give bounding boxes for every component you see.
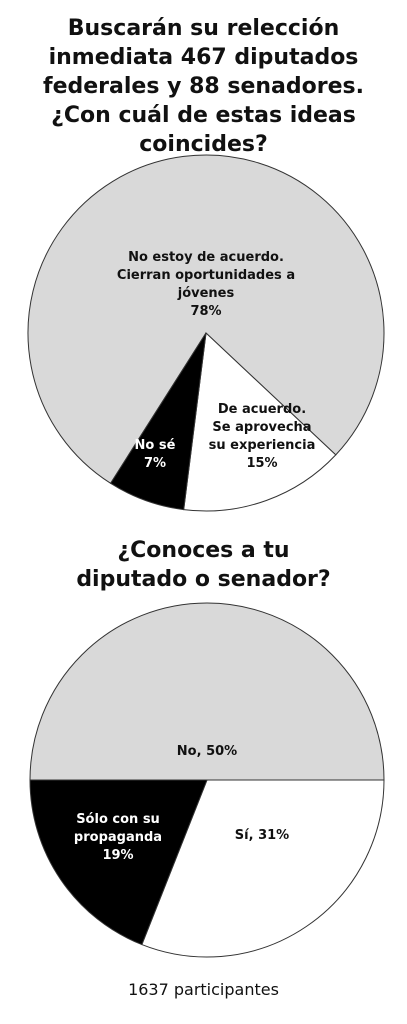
slice-label: Sólo con su propaganda 19%: [63, 811, 173, 865]
pie-slice: [109, 332, 207, 511]
value-label: Sí, 31%: [234, 828, 290, 843]
footer: 1637 participantes: [128, 980, 279, 999]
category-label: De acuerdo. Se aprovecha su experiencia: [208, 402, 316, 453]
slice-label: No estoy de acuerdo. Cierran oportunidad…: [111, 249, 301, 321]
pie-slice: [29, 779, 208, 946]
value-label: Sólo con su propaganda 19%: [73, 812, 163, 863]
pie-slice: [141, 779, 385, 958]
pie-slice: [29, 602, 385, 781]
value-label: 7%: [143, 456, 167, 471]
slice-label: No sé 7%: [125, 437, 185, 473]
category-label: No sé: [134, 438, 176, 453]
chart-title: ¿Conoces a tu diputado o senador?: [76, 538, 331, 592]
slice-label: De acuerdo. Se aprovecha su experiencia 1…: [207, 401, 317, 473]
slice-label: No, 50%: [132, 743, 282, 761]
value-label: 78%: [190, 304, 222, 319]
pie-slice: [27, 154, 385, 484]
pie-slice: [183, 331, 337, 512]
category-label: No estoy de acuerdo. Cierran oportunidad…: [116, 250, 296, 301]
chart-title: Buscarán su relección inmediata 467 dipu…: [43, 16, 364, 157]
value-label: 15%: [246, 456, 278, 471]
slice-label: Sí, 31%: [212, 827, 312, 845]
value-label: No, 50%: [176, 744, 238, 759]
